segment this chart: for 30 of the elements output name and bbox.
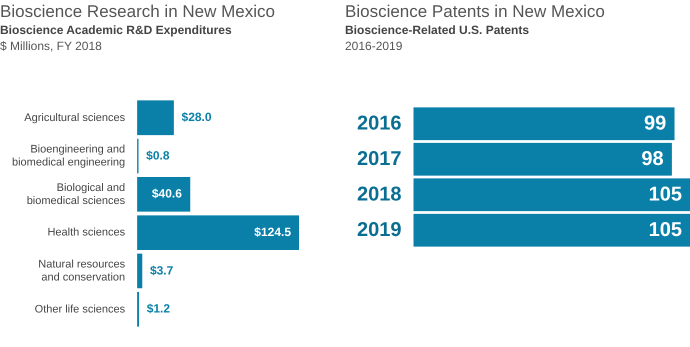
bar [137,215,299,250]
data-label: 105 [648,183,682,206]
y-tick-label: Agricultural sciences [24,112,126,124]
data-label: $28.0 [182,110,212,124]
y-tick-label: 2018 [356,183,402,206]
data-label: 99 [644,112,666,134]
y-tick-label: Health sciences [47,226,126,239]
chart-subtitle: Bioscience-Related U.S. Patents [345,22,530,38]
data-label: $40.6 [152,186,182,201]
bar [137,177,190,212]
data-label: 98 [641,148,664,170]
bar [137,254,142,288]
y-tick-label: Other life sciences [34,303,126,316]
data-label: $3.7 [150,263,174,278]
data-label: $1.2 [146,302,170,316]
chart-subtitle: Bioscience Academic R&D Expenditures [0,22,233,38]
chart-title: Bioscience Patents in New Mexico [345,1,606,22]
y-tick-label: 2017 [356,148,402,170]
y-tick-label: 2016 [356,112,402,134]
data-label: $0.8 [146,148,170,162]
chart-title: Bioscience Research in New Mexico [0,1,276,22]
text: $ Millions, FY 2018 [0,38,103,54]
y-tick-label: Natural resources and conservation [38,258,126,284]
text: 2016-2019 [345,38,404,54]
data-label: $124.5 [254,224,292,239]
y-tick-label: 2019 [356,218,402,241]
bar [137,100,174,136]
data-label: 105 [648,218,682,241]
y-tick-label: Biological and biomedical sciences [26,182,126,207]
y-tick-label: Bioengineering and biomedical engineering [12,143,126,169]
